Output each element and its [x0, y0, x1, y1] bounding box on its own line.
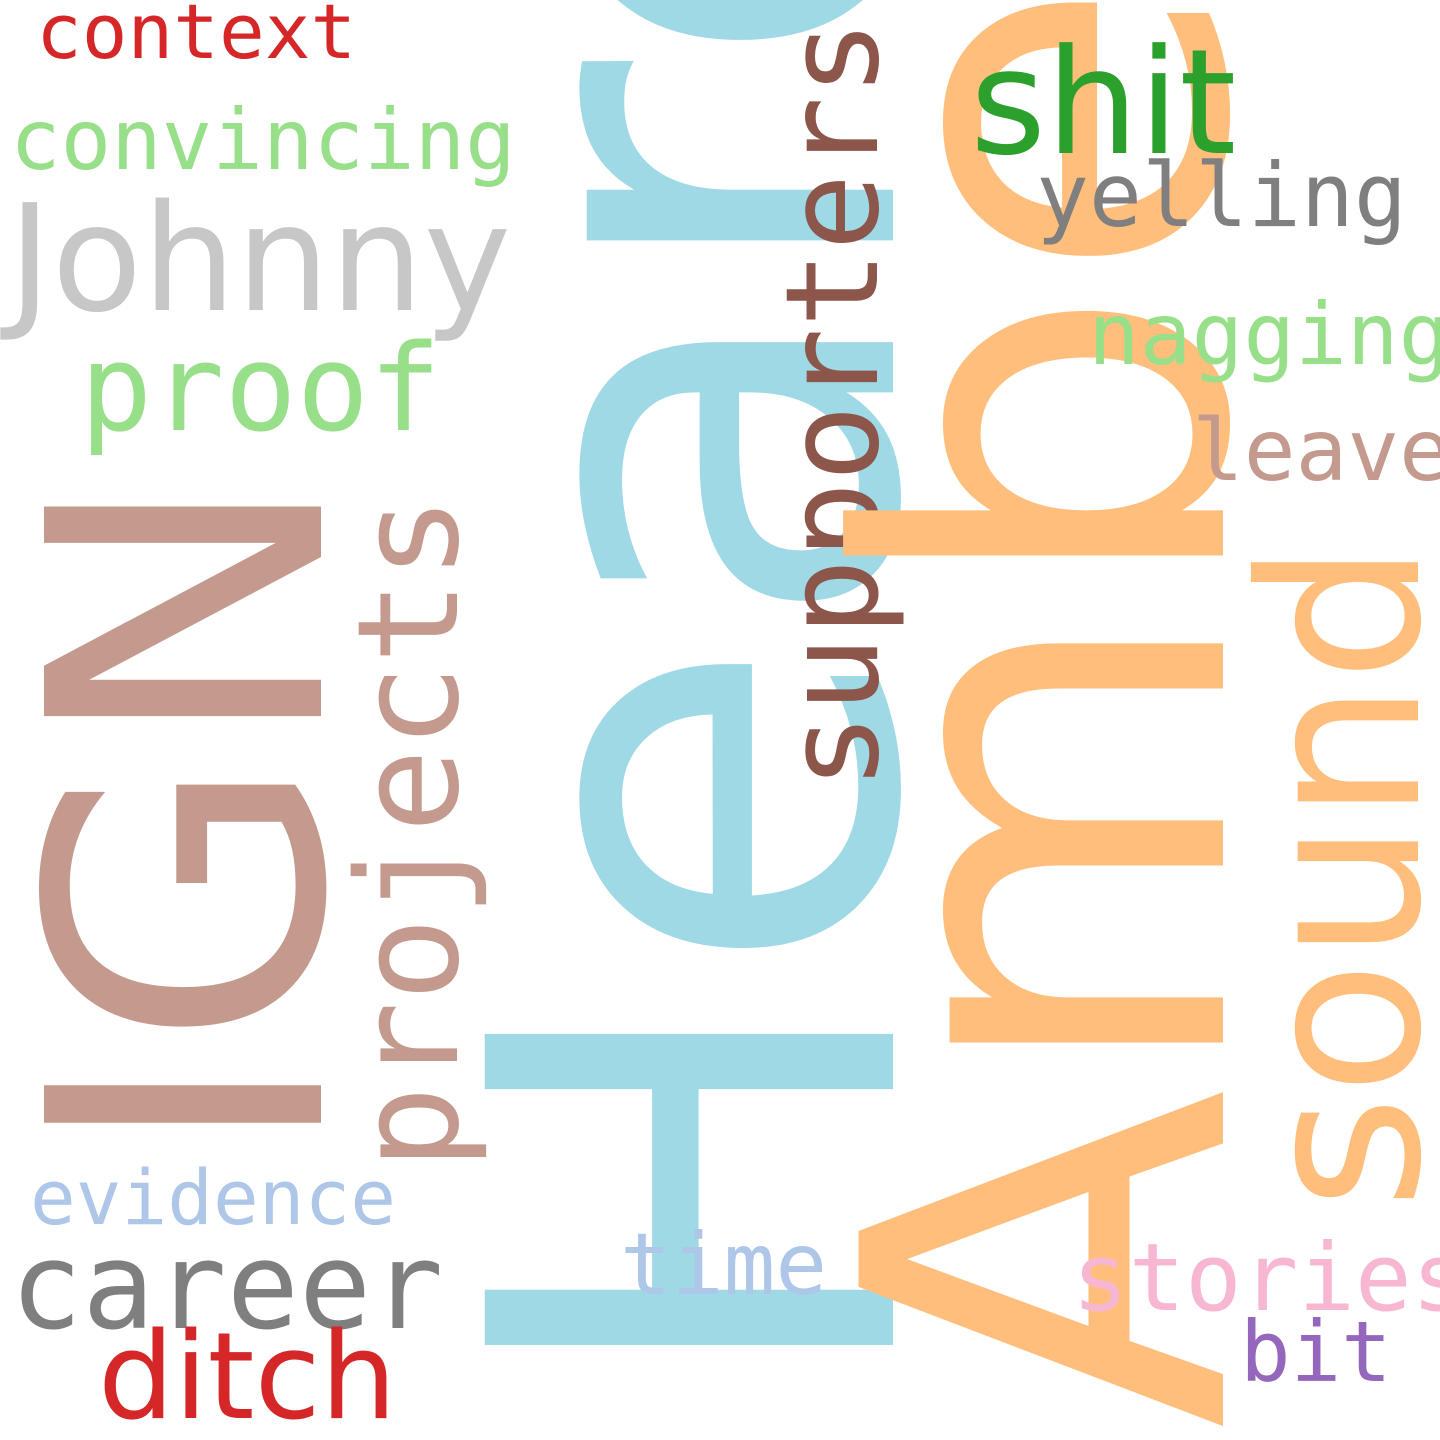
word-bit: bit	[1240, 1303, 1392, 1401]
word-context: context	[36, 0, 357, 76]
word-evidence: evidence	[30, 1153, 397, 1242]
word-career: career	[10, 1218, 444, 1357]
word-leave: leave	[1192, 401, 1440, 501]
word-convincing: convincing	[10, 91, 516, 189]
word-proof: proof	[80, 320, 442, 459]
word-johnny: Johnny	[8, 173, 512, 345]
word-time: time	[620, 1215, 828, 1315]
word-stories: stories	[1072, 1224, 1440, 1333]
word-yelling: yelling	[1036, 144, 1407, 247]
word-shit: shit	[970, 18, 1237, 188]
word-nagging: nagging	[1088, 285, 1440, 385]
word-ditch: ditch	[98, 1308, 397, 1440]
word-ign: IGN	[0, 469, 411, 1160]
word-sound: sound	[1214, 542, 1440, 1210]
